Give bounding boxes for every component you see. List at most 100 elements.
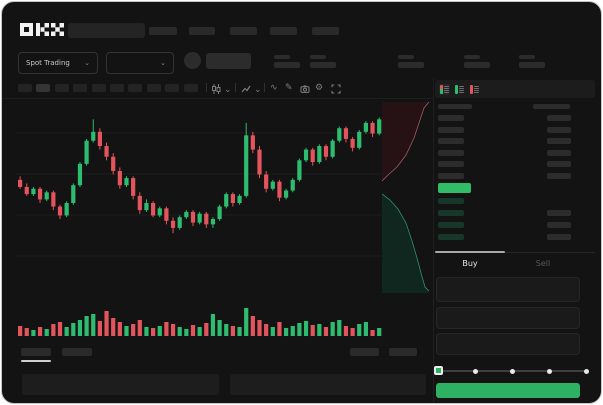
candle xyxy=(144,199,149,212)
candle-style-icon[interactable] xyxy=(211,84,221,94)
orderbook-layout-asks-icon[interactable] xyxy=(469,84,480,95)
total-input[interactable] xyxy=(436,333,580,355)
bottom-action-secondary[interactable] xyxy=(350,348,379,356)
orderbook-ask-price[interactable] xyxy=(438,126,464,133)
bottom-action-primary[interactable] xyxy=(389,348,417,356)
nav-item[interactable] xyxy=(270,27,297,35)
orderbook-scroll-track xyxy=(435,252,595,253)
okx-logo[interactable] xyxy=(20,23,64,36)
orderbook-bid-amount xyxy=(547,222,571,228)
candle xyxy=(224,192,229,209)
volume-bar xyxy=(157,326,162,336)
orderbook-bid-amount xyxy=(547,210,571,216)
indicator-wave-icon[interactable]: ∿ xyxy=(270,83,278,93)
orderbook-layout-both-icon[interactable] xyxy=(439,83,450,95)
volume-bar xyxy=(51,324,56,336)
slider-handle[interactable] xyxy=(434,366,443,375)
chevron-down-icon[interactable]: ⌄ xyxy=(224,85,232,95)
orderbook-bid-price[interactable] xyxy=(438,210,464,216)
nav-item[interactable] xyxy=(189,27,215,35)
toolbar-divider: | xyxy=(205,83,209,93)
chart-type-icon[interactable] xyxy=(241,84,251,94)
volume-bar xyxy=(343,326,349,336)
orderbook-ask-price[interactable] xyxy=(438,161,464,167)
timeframe-pill[interactable] xyxy=(36,84,51,92)
timeframe-pill[interactable] xyxy=(110,84,124,92)
volume-bar xyxy=(323,327,329,336)
timeframe-pill[interactable] xyxy=(146,84,161,92)
price-input[interactable] xyxy=(436,277,580,302)
orderbook-bid-price[interactable] xyxy=(438,222,464,228)
candle xyxy=(244,122,249,198)
candle xyxy=(317,144,322,164)
volume-bar xyxy=(277,322,282,336)
candle xyxy=(177,215,182,230)
amount-input[interactable] xyxy=(436,307,580,329)
candle xyxy=(350,137,355,152)
stat-label-skeleton xyxy=(274,55,290,59)
slider-stop-dot[interactable] xyxy=(584,368,589,374)
orderbook-layout-bids-icon[interactable] xyxy=(454,84,465,95)
timeframe-pill[interactable] xyxy=(183,84,198,92)
candlestick-chart[interactable] xyxy=(16,100,382,300)
orderbook-last-price-highlight[interactable] xyxy=(438,183,471,193)
timeframe-pill[interactable] xyxy=(18,84,32,92)
timeframe-pill[interactable] xyxy=(91,84,106,92)
timeframe-pill[interactable] xyxy=(73,84,88,92)
volume-bar xyxy=(284,328,289,336)
market-type-select[interactable]: Spot Trading ⌄ xyxy=(18,52,98,74)
bottom-tab-open-orders[interactable] xyxy=(21,348,51,356)
tab-buy[interactable]: Buy xyxy=(462,259,478,268)
volume-bar xyxy=(350,328,355,336)
coin-avatar xyxy=(184,52,201,69)
orderbook-toolbar xyxy=(435,80,595,98)
slider-stop-dot[interactable] xyxy=(473,368,478,374)
orderbook-scroll-thumb[interactable] xyxy=(435,251,505,253)
volume-bar xyxy=(230,326,235,336)
draw-pencil-icon[interactable]: ✎ xyxy=(285,83,293,93)
volume-bar xyxy=(37,327,43,336)
timeframe-pill[interactable] xyxy=(128,84,143,92)
timeframe-pill[interactable] xyxy=(165,84,180,92)
candle xyxy=(64,201,69,218)
pair-select[interactable]: ⌄ xyxy=(106,52,174,74)
buy-submit-button[interactable] xyxy=(436,383,580,398)
tab-sell[interactable]: Sell xyxy=(535,259,551,268)
nav-item[interactable] xyxy=(149,27,177,35)
orderbook-ask-price[interactable] xyxy=(438,138,464,144)
stat-label-skeleton xyxy=(398,55,414,59)
slider-stop-dot[interactable] xyxy=(510,368,515,374)
candle xyxy=(277,179,282,202)
orderbook-ask-price[interactable] xyxy=(438,172,464,179)
orderbook-ask-price[interactable] xyxy=(438,149,464,156)
volume-bar xyxy=(330,322,335,336)
candle xyxy=(137,192,142,214)
volume-bar xyxy=(24,328,29,336)
toolbar-divider: | xyxy=(234,83,238,93)
settings-gear-icon[interactable]: ⚙ xyxy=(315,83,324,93)
fullscreen-icon[interactable] xyxy=(331,84,341,94)
nav-item[interactable] xyxy=(230,27,257,35)
slider-stop-dot[interactable] xyxy=(547,368,552,374)
orderbook-bid-price[interactable] xyxy=(438,234,464,240)
chevron-down-icon: ⌄ xyxy=(84,58,90,67)
candle xyxy=(31,186,36,196)
chevron-down-icon[interactable]: ⌄ xyxy=(254,85,262,95)
screenshot-camera-icon[interactable] xyxy=(300,84,310,94)
orderbook-bid-price[interactable] xyxy=(438,198,464,204)
candle xyxy=(303,147,309,163)
candle xyxy=(284,188,289,200)
search-input[interactable] xyxy=(68,23,145,38)
volume-bar xyxy=(84,316,89,336)
candle xyxy=(51,190,56,211)
candle xyxy=(170,217,176,234)
timeframe-pill[interactable] xyxy=(54,84,69,92)
volume-bar xyxy=(151,328,156,336)
nav-item[interactable] xyxy=(312,27,339,35)
candle xyxy=(97,128,102,150)
orderbook-ask-price[interactable] xyxy=(438,115,464,121)
bottom-tab-order-history[interactable] xyxy=(62,348,92,356)
candle xyxy=(111,153,116,175)
volume-bar xyxy=(224,324,229,336)
volume-bar xyxy=(190,325,196,336)
